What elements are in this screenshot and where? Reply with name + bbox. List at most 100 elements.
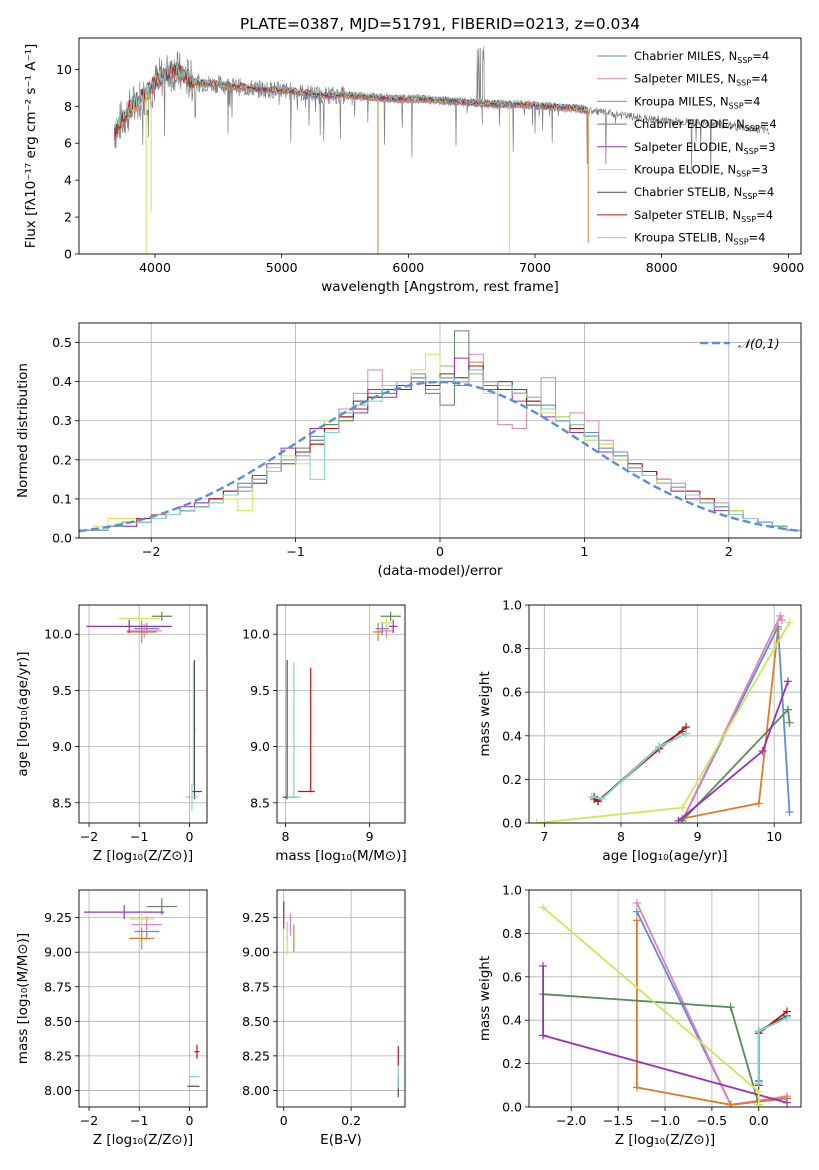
- spectrum-legend: Chabrier MILES, NSSP=4 Salpeter MILES, NS…: [597, 49, 777, 247]
- series-marker: [785, 718, 794, 727]
- y-tick-label: 8.00: [242, 1083, 270, 1098]
- axes-frame: [276, 604, 406, 824]
- legend-item: Chabrier MILES, NSSP=4: [597, 49, 769, 65]
- y-tick-label: 8.25: [44, 1048, 72, 1063]
- axes-frame: [276, 889, 406, 1108]
- series-marker: [783, 677, 792, 686]
- y-tick-label: 0.4: [502, 728, 522, 743]
- y-tick-label: 9.0: [250, 739, 270, 754]
- series-marker: [632, 1083, 641, 1092]
- normal-curve: [79, 380, 801, 533]
- plot-area: [277, 890, 405, 1107]
- series-marker: [782, 1098, 791, 1107]
- y-tick-label: 2: [64, 210, 72, 225]
- plot-area: [79, 605, 207, 823]
- y-axis-label: age [log₁₀(age/yr)]: [15, 651, 31, 776]
- legend-value: =4: [752, 49, 769, 63]
- y-axis-label: mass weight: [477, 671, 493, 756]
- model-spectrum-line: [114, 61, 589, 138]
- x-tick-label: −1: [130, 829, 148, 844]
- y-tick-label: 0.2: [52, 452, 72, 467]
- y-tick-label: 0.1: [52, 491, 72, 506]
- x-tick-label: 5000: [266, 260, 298, 275]
- x-tick-label: 9000: [772, 260, 804, 275]
- series-marker: [726, 1003, 735, 1012]
- x-axis-label: Z [log₁₀(Z/Z⊙)]: [93, 848, 193, 864]
- y-axis-label: Normed distribution: [15, 363, 31, 498]
- panel-mass_vs_EBV: 0 0.2 8.00 8.25 8.50 8.75 9.00 9.25 E(B-V): [242, 889, 406, 1148]
- x-tick-label: −1: [130, 1113, 148, 1128]
- x-axis-label: wavelength [Angstrom, rest frame]: [321, 279, 559, 295]
- plot-area: [277, 605, 405, 823]
- x-tick-label: −1: [286, 544, 304, 559]
- series-marker: [682, 729, 691, 738]
- y-tick-label: 0.6: [502, 685, 522, 700]
- y-tick-label: 0.0: [52, 531, 72, 546]
- x-tick-label: 2: [725, 544, 733, 559]
- legend-label: Salpeter MILES, NSSP=4: [634, 72, 768, 88]
- x-axis-label: mass [log₁₀(M/M⊙)]: [275, 848, 406, 864]
- y-tick-label: 8.25: [242, 1048, 270, 1063]
- legend-value: =3: [751, 163, 768, 177]
- y-tick-label: 0.0: [502, 816, 522, 831]
- series-marker: [632, 916, 641, 925]
- series-line: [757, 1010, 788, 1086]
- legend-item: Kroupa ELODIE, NSSP=3: [597, 163, 768, 179]
- series-marker: [777, 616, 786, 625]
- legend-item: Chabrier STELIB, NSSP=4: [597, 185, 774, 201]
- x-tick-label: 9: [366, 829, 374, 844]
- legend-label: Kroupa STELIB, NSSP=4: [634, 231, 765, 247]
- series-marker: [758, 747, 767, 756]
- series-marker: [754, 799, 763, 808]
- x-tick-label: 8: [281, 829, 289, 844]
- y-tick-label: 0.6: [502, 969, 522, 984]
- axes-frame: [78, 37, 802, 255]
- x-tick-label: 0.2: [341, 1113, 361, 1128]
- y-tick-label: 8.5: [250, 795, 270, 810]
- x-tick-label: 7000: [519, 260, 551, 275]
- legend-value: =4: [749, 231, 766, 245]
- series-marker: [774, 624, 783, 633]
- legend-item: Salpeter MILES, NSSP=4: [597, 72, 768, 88]
- series-marker: [539, 903, 548, 912]
- legend-label: Chabrier MILES, NSSP=4: [634, 49, 769, 65]
- legend-subscript: SSP: [742, 192, 757, 201]
- plot-area: [79, 323, 801, 538]
- series-marker: [678, 803, 687, 812]
- x-tick-label: 1: [580, 544, 588, 559]
- legend-value: =4: [744, 94, 761, 108]
- series-marker: [539, 1031, 548, 1040]
- legend-value: =4: [756, 208, 773, 222]
- series-marker: [754, 1100, 763, 1107]
- x-tick-label: −0.5: [697, 1113, 727, 1128]
- errorbar-point: [84, 905, 165, 920]
- y-axis-label: mass [log₁₀(M/M⊙)]: [15, 933, 31, 1064]
- y-tick-label: 0.5: [52, 335, 72, 350]
- y-tick-label: 4: [64, 173, 72, 188]
- residual-legend: 𝒩(0,1): [700, 336, 780, 351]
- y-tick-label: 8.75: [242, 979, 270, 994]
- series-marker: [776, 611, 785, 620]
- legend-value: =3: [759, 140, 776, 154]
- x-tick-label: 0: [185, 1113, 193, 1128]
- series-marker: [754, 1079, 763, 1088]
- panel-mass_vs_Z: −2 −1 0 8.00 8.25 8.50 8.75 9.00 9.25 Z [log₁₀(Z/…: [15, 889, 208, 1148]
- series-marker: [587, 792, 596, 801]
- axes-frame: [78, 889, 208, 1108]
- data-spectrum-line: [114, 46, 770, 174]
- y-tick-label: 9.5: [52, 683, 72, 698]
- histogram-step: [79, 369, 801, 538]
- series-line: [536, 621, 791, 823]
- series-marker: [632, 899, 641, 908]
- legend-subscript: SSP: [736, 79, 751, 88]
- errorbar-point: [86, 619, 172, 634]
- errorbar-point: [119, 613, 160, 623]
- y-tick-label: 0.3: [52, 413, 72, 428]
- legend-value: =4: [751, 72, 768, 86]
- series-marker: [532, 819, 541, 823]
- y-tick-label: 8.00: [44, 1083, 72, 1098]
- errorbar-point: [126, 620, 157, 644]
- legend-subscript: SSP: [737, 56, 752, 65]
- x-axis-label: Z [log₁₀(Z/Z⊙)]: [93, 1132, 193, 1148]
